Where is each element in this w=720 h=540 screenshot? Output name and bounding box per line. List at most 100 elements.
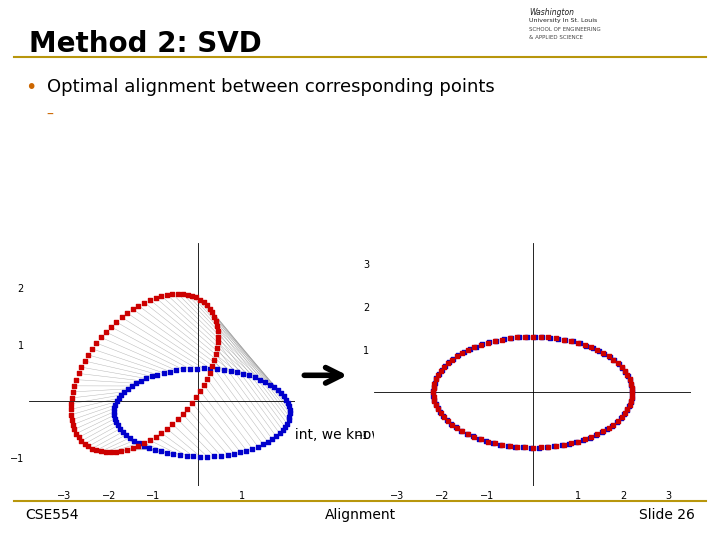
Point <box>116 313 127 321</box>
Point <box>626 380 637 389</box>
Point <box>428 387 439 395</box>
Point <box>544 333 556 342</box>
Point <box>467 432 479 441</box>
Point <box>73 369 84 378</box>
Point <box>150 293 161 302</box>
Point <box>428 383 439 392</box>
Point <box>570 438 582 447</box>
Point <box>469 343 480 352</box>
Point <box>121 446 132 454</box>
Point <box>525 443 536 452</box>
Point <box>436 366 447 374</box>
Point <box>249 373 261 382</box>
Point <box>161 291 173 299</box>
Point <box>156 292 167 300</box>
Point <box>616 363 627 372</box>
Point <box>603 352 614 361</box>
Point <box>585 343 597 352</box>
Text: •: • <box>25 78 37 97</box>
Point <box>161 449 173 457</box>
Text: Assuming that for each source point, we know where the: Assuming that for each source point, we … <box>61 428 462 442</box>
Point <box>262 437 274 446</box>
Point <box>496 335 508 344</box>
Point <box>519 333 531 341</box>
Point <box>150 433 161 441</box>
Point <box>191 293 202 302</box>
Point <box>246 444 258 453</box>
Point <box>612 359 624 368</box>
Point <box>133 439 145 448</box>
Point <box>177 410 189 418</box>
Point <box>194 387 206 395</box>
Point <box>504 334 516 343</box>
Point <box>431 401 442 409</box>
Point <box>608 421 619 429</box>
Point <box>462 430 474 438</box>
Point <box>191 364 202 373</box>
Point <box>438 363 450 372</box>
Point <box>456 427 468 436</box>
Point <box>615 414 626 423</box>
Point <box>127 305 138 313</box>
Text: Slide 26: Slide 26 <box>639 508 695 522</box>
Point <box>278 392 289 401</box>
Text: Washington: Washington <box>529 8 575 17</box>
Point <box>431 375 442 383</box>
Text: Method 2: SVD: Method 2: SVD <box>29 30 261 58</box>
Point <box>432 405 444 414</box>
Point <box>264 380 276 389</box>
Point <box>441 416 453 424</box>
Point <box>461 429 472 438</box>
Point <box>228 449 240 458</box>
Point <box>626 384 638 393</box>
Point <box>498 335 510 343</box>
Point <box>124 434 135 442</box>
Point <box>438 412 449 421</box>
Point <box>243 371 255 380</box>
Point <box>456 349 468 357</box>
Point <box>67 388 78 396</box>
Point <box>621 406 633 415</box>
Point <box>453 351 464 360</box>
Point <box>462 346 474 354</box>
Point <box>438 413 450 422</box>
Point <box>172 415 184 423</box>
Point <box>194 295 206 304</box>
Point <box>618 410 630 418</box>
Point <box>428 395 440 404</box>
Text: Optimal alignment between corresponding points: Optimal alignment between corresponding … <box>47 78 495 96</box>
Point <box>109 414 121 423</box>
Point <box>215 451 227 460</box>
Point <box>535 333 546 341</box>
Point <box>212 332 224 341</box>
Point <box>601 424 613 433</box>
Point <box>207 308 218 316</box>
Point <box>66 416 77 424</box>
Point <box>109 411 120 420</box>
Point <box>108 407 120 416</box>
Point <box>619 367 631 375</box>
Point <box>533 443 544 452</box>
Point <box>543 333 554 342</box>
Point <box>146 372 158 381</box>
Point <box>616 413 627 422</box>
Point <box>626 393 638 402</box>
Point <box>119 388 130 396</box>
Point <box>212 365 223 374</box>
Point <box>626 389 638 397</box>
Point <box>622 372 634 380</box>
Text: –: – <box>47 108 54 122</box>
Point <box>626 388 638 396</box>
Point <box>469 433 480 441</box>
Point <box>585 433 597 441</box>
Point <box>599 349 611 358</box>
Point <box>181 404 193 413</box>
Point <box>95 447 107 456</box>
Point <box>110 448 122 456</box>
Text: corresponding: corresponding <box>462 428 561 442</box>
Point <box>126 382 138 390</box>
Point <box>511 333 523 342</box>
Point <box>611 418 623 427</box>
Point <box>202 301 213 309</box>
Point <box>550 442 562 450</box>
